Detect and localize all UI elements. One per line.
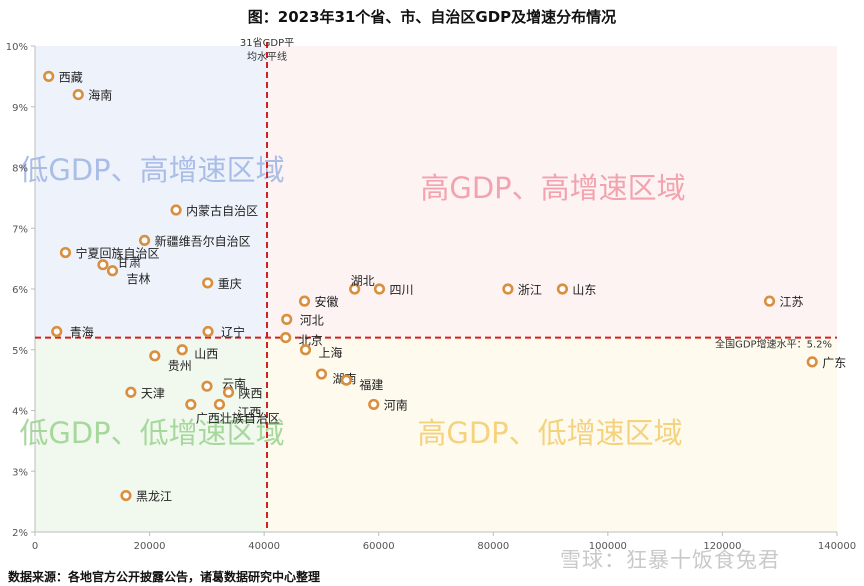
x-tick-label: 60000 xyxy=(363,541,395,552)
data-point-marker xyxy=(281,313,293,325)
data-point-marker xyxy=(340,374,352,386)
data-point-marker xyxy=(149,350,161,362)
axes: 2% 3% 4% 5% 6% 7% 8% 9% 10% 0 20000 40000 60000 80000… xyxy=(6,42,856,552)
data-point-label: 福建 xyxy=(359,377,383,392)
y-tick-label: 3% xyxy=(12,467,28,478)
y-tick-label: 2% xyxy=(12,528,28,539)
quadrant-label: 低GDP、高增速区域 xyxy=(19,153,284,187)
data-point-label: 山东 xyxy=(572,283,596,297)
data-point-label: 海南 xyxy=(88,88,112,103)
data-point-label: 陕西 xyxy=(239,385,263,400)
data-point-label: 江西 xyxy=(237,405,261,419)
data-point-marker xyxy=(201,380,213,392)
data-point-marker xyxy=(556,283,569,295)
data-point-label: 宁夏回族自治区 xyxy=(75,246,159,261)
quadrant-low-gdp-low-growth xyxy=(35,337,268,532)
data-point-marker xyxy=(373,283,386,295)
data-point-label: 广西壮族自治区 xyxy=(196,411,280,425)
data-point-marker xyxy=(120,489,132,502)
data-point-marker xyxy=(59,246,72,259)
data-point-marker xyxy=(280,332,292,344)
data-point-marker xyxy=(222,386,235,398)
data-point-marker xyxy=(51,325,63,338)
y-tick-label: 10% xyxy=(6,42,28,53)
data-point-label: 山西 xyxy=(194,347,218,361)
data-point-marker xyxy=(176,344,188,356)
quadrant-high-gdp-high-growth xyxy=(267,46,837,338)
x-tick-label: 80000 xyxy=(477,541,509,552)
growth-average-label: 全国GDP增速水平：5.2% xyxy=(715,338,832,351)
y-tick-label: 4% xyxy=(12,407,28,418)
data-point-marker xyxy=(106,265,119,277)
quadrant-label: 高GDP、高增速区域 xyxy=(420,171,685,205)
data-point-label: 湖北 xyxy=(351,273,375,288)
x-tick-label: 20000 xyxy=(134,541,166,552)
data-point-marker xyxy=(368,398,380,411)
gdp-average-label: 均水平线 xyxy=(247,50,287,63)
x-tick-label: 120000 xyxy=(703,541,741,552)
y-tick-label: 9% xyxy=(12,103,28,114)
chart-title: 图：2023年31个省、市、自治区GDP及增速分布情况 xyxy=(247,8,617,26)
data-point-label: 甘肃 xyxy=(117,256,141,270)
quadrant-label: 高GDP、低增速区域 xyxy=(417,416,682,450)
data-point-label: 北京 xyxy=(299,334,323,348)
data-point-label: 西藏 xyxy=(59,70,83,84)
quadrant-high-gdp-low-growth xyxy=(267,337,837,532)
data-point-label: 安徽 xyxy=(315,294,339,309)
data-point-marker xyxy=(213,398,226,411)
data-point-label: 浙江 xyxy=(518,283,542,297)
y-tick-label: 8% xyxy=(12,164,28,175)
quadrant-label: 低GDP、低增速区域 xyxy=(19,416,284,450)
data-point-marker xyxy=(170,204,182,216)
data-point-label: 新疆维吾尔自治区 xyxy=(155,233,251,248)
x-tick-label: 100000 xyxy=(589,541,627,552)
data-point-marker xyxy=(125,386,137,398)
x-tick-label: 140000 xyxy=(818,541,856,552)
data-point-marker xyxy=(299,344,312,356)
data-point-marker xyxy=(315,368,328,380)
data-point-marker xyxy=(502,283,514,295)
x-tick-label: 40000 xyxy=(248,541,280,552)
data-point-marker xyxy=(97,259,109,271)
data-point-marker xyxy=(349,283,361,295)
x-tick-label: 0 xyxy=(32,541,38,552)
watermark: 雪球：狂暴十饭食兔君 xyxy=(560,548,780,572)
data-point-marker xyxy=(202,325,214,338)
quadrant-low-gdp-high-growth xyxy=(35,46,268,338)
data-point-label: 河北 xyxy=(300,313,324,327)
data-point-label: 江苏 xyxy=(780,295,804,309)
data-point-marker xyxy=(202,277,214,289)
data-point-label: 河南 xyxy=(384,397,408,412)
data-point-marker xyxy=(806,356,818,368)
gdp-average-label: 31省GDP平 xyxy=(240,36,294,49)
data-point-label: 内蒙古自治区 xyxy=(186,203,258,218)
y-tick-label: 7% xyxy=(12,224,28,235)
data-point-marker xyxy=(185,398,197,411)
quadrant-backgrounds xyxy=(35,46,837,532)
data-point-label: 黑龙江 xyxy=(136,490,172,504)
data-point-label: 青海 xyxy=(70,325,94,340)
data-point-label: 贵州 xyxy=(168,359,192,373)
data-point-label: 吉林 xyxy=(127,272,151,286)
data-point-marker xyxy=(138,234,151,246)
data-point-label: 辽宁 xyxy=(221,325,245,340)
y-tick-label: 6% xyxy=(12,285,28,296)
data-point-label: 四川 xyxy=(389,283,413,297)
data-point-marker xyxy=(43,70,55,82)
source-note: 数据来源：各地官方公开披露公告，诸葛数据研究中心整理 xyxy=(8,570,321,584)
data-point-label: 广东 xyxy=(822,356,846,370)
data-point-label: 上海 xyxy=(318,345,342,360)
data-point-marker xyxy=(298,295,311,307)
data-point-marker xyxy=(763,295,776,307)
data-point-label: 重庆 xyxy=(218,277,242,291)
data-point-label: 天津 xyxy=(141,386,165,400)
y-tick-label: 5% xyxy=(12,346,28,357)
data-point-marker xyxy=(72,88,84,101)
